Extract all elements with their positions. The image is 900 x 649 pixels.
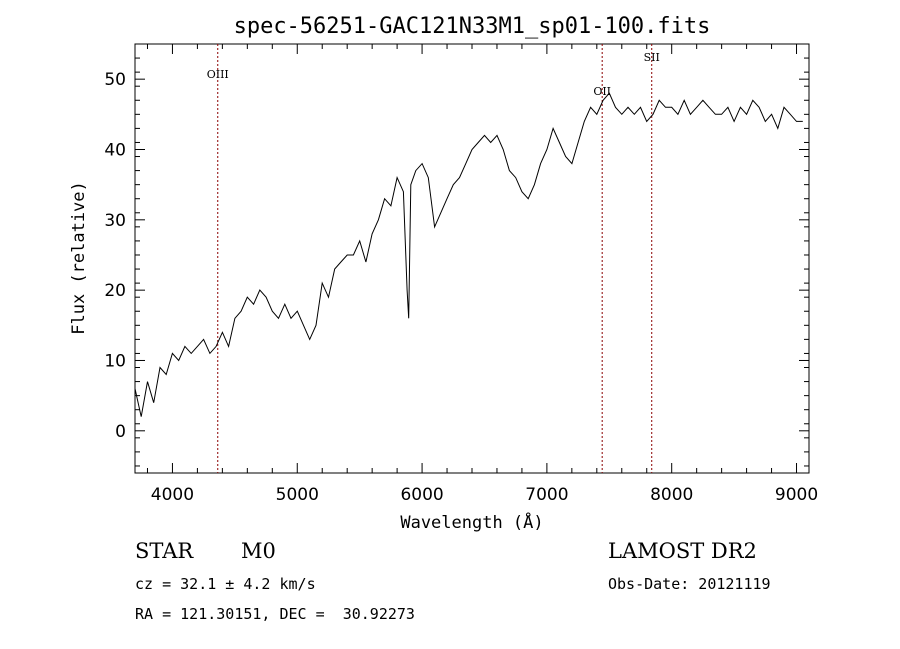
y-tick-label: 20 xyxy=(104,281,126,301)
chart-title: spec-56251-GAC121N33M1_sp01-100.fits xyxy=(234,14,711,39)
x-tick-label: 9000 xyxy=(775,485,818,505)
object-class: STAR xyxy=(135,539,194,563)
spectrum-series xyxy=(134,92,803,417)
x-tick-label: 5000 xyxy=(276,485,319,505)
y-tick-label: 10 xyxy=(104,351,126,371)
line-marker-label: OIII xyxy=(207,68,229,81)
x-axis-label: Wavelength (Å) xyxy=(400,511,543,533)
survey-label: LAMOST DR2 xyxy=(608,539,757,563)
x-tick-label: 6000 xyxy=(400,485,443,505)
emission-line-markers: OIII OII SII xyxy=(207,44,660,473)
obs-date: Obs-Date: 20121119 xyxy=(608,575,771,593)
line-marker-label: SII xyxy=(644,51,660,64)
object-subclass: M0 xyxy=(241,539,276,563)
y-tick-label: 30 xyxy=(104,211,126,231)
y-tick-label: 0 xyxy=(115,422,126,442)
x-tick-label: 7000 xyxy=(525,485,568,505)
y-tick-label: 50 xyxy=(104,70,126,90)
x-tick-label: 4000 xyxy=(151,485,194,505)
plot-frame xyxy=(134,43,810,474)
redshift-readout: cz = 32.1 ± 4.2 km/s xyxy=(135,575,316,593)
x-tick-label: 8000 xyxy=(650,485,693,505)
coordinates-readout: RA = 121.30151, DEC = 30.92273 xyxy=(135,605,415,623)
y-axis-label: Flux (relative) xyxy=(69,181,89,335)
spectrum-line xyxy=(134,92,803,417)
line-marker-label: OII xyxy=(593,85,611,98)
y-tick-label: 40 xyxy=(104,140,126,160)
plot-area: OIII OII SII 4000 5000 6000 7000 8000 9000 0 10 20… xyxy=(104,43,818,505)
axis-ticks: 4000 5000 6000 7000 8000 9000 0 10 20 30 40 50 xyxy=(104,43,818,505)
